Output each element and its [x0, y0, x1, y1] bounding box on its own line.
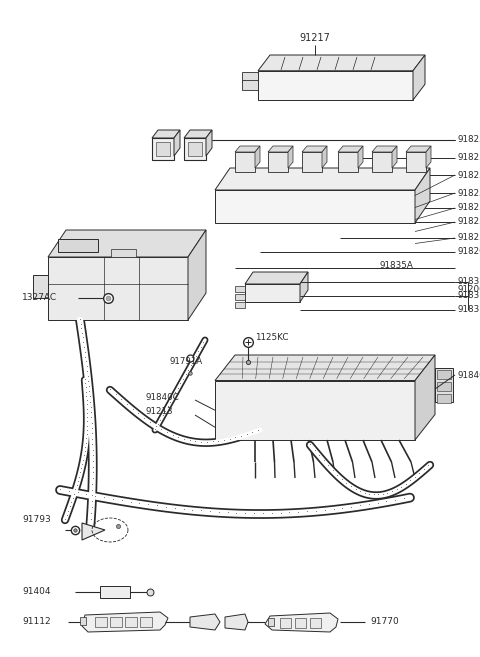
Bar: [437, 394, 451, 403]
Polygon shape: [48, 230, 206, 257]
Text: 91825A: 91825A: [457, 217, 480, 227]
Bar: [80, 617, 86, 625]
Text: 91835A: 91835A: [457, 292, 480, 300]
Text: 91840C: 91840C: [145, 392, 179, 401]
Polygon shape: [372, 146, 397, 152]
Text: 91770: 91770: [370, 618, 399, 627]
Text: 91200: 91200: [457, 284, 480, 294]
Text: 1125KC: 1125KC: [255, 334, 288, 342]
Bar: [437, 371, 451, 379]
Polygon shape: [215, 168, 430, 190]
Polygon shape: [100, 586, 130, 598]
Text: 91793: 91793: [22, 516, 51, 524]
Polygon shape: [268, 146, 293, 152]
Text: 91825A: 91825A: [457, 189, 480, 198]
Bar: [310, 618, 321, 628]
Polygon shape: [245, 284, 300, 302]
Bar: [235, 152, 255, 172]
Bar: [280, 618, 291, 628]
Polygon shape: [358, 146, 363, 168]
Polygon shape: [206, 130, 212, 156]
Bar: [235, 294, 245, 300]
Text: 1327AC: 1327AC: [22, 294, 57, 302]
Polygon shape: [48, 257, 188, 320]
Bar: [302, 152, 322, 172]
Text: 91217: 91217: [300, 33, 330, 43]
Bar: [235, 302, 245, 308]
Polygon shape: [82, 612, 168, 632]
Polygon shape: [426, 146, 431, 168]
Polygon shape: [300, 272, 308, 302]
Text: 91404: 91404: [22, 587, 50, 597]
Polygon shape: [174, 130, 180, 156]
Text: 91112: 91112: [22, 618, 50, 627]
Bar: [152, 138, 174, 160]
Text: 91825A: 91825A: [457, 154, 480, 162]
Bar: [406, 152, 426, 172]
Bar: [125, 617, 137, 627]
Text: 91791A: 91791A: [170, 357, 203, 367]
Polygon shape: [265, 613, 338, 632]
Polygon shape: [152, 130, 180, 138]
Bar: [188, 142, 202, 156]
Polygon shape: [215, 355, 435, 380]
Bar: [268, 618, 274, 626]
Text: 91825A: 91825A: [457, 171, 480, 179]
Bar: [184, 138, 206, 160]
Polygon shape: [258, 71, 413, 100]
Text: 91213: 91213: [145, 407, 173, 417]
Polygon shape: [184, 130, 212, 138]
Polygon shape: [302, 146, 327, 152]
Bar: [156, 142, 170, 156]
Polygon shape: [288, 146, 293, 168]
Bar: [140, 617, 152, 627]
Polygon shape: [415, 355, 435, 440]
Polygon shape: [215, 380, 415, 440]
Text: 91835A: 91835A: [380, 260, 414, 269]
Text: 91825A: 91825A: [457, 135, 480, 145]
Polygon shape: [255, 146, 260, 168]
Polygon shape: [435, 368, 453, 401]
Polygon shape: [82, 523, 105, 540]
Bar: [338, 152, 358, 172]
Polygon shape: [235, 146, 260, 152]
Bar: [242, 72, 258, 82]
Bar: [111, 249, 136, 257]
Polygon shape: [58, 239, 98, 252]
Polygon shape: [245, 272, 308, 284]
Polygon shape: [322, 146, 327, 168]
Polygon shape: [33, 275, 48, 298]
Polygon shape: [190, 614, 220, 630]
Text: 91835A: 91835A: [457, 277, 480, 286]
Bar: [437, 382, 451, 392]
Text: 91825A: 91825A: [457, 233, 480, 242]
Bar: [268, 152, 288, 172]
Polygon shape: [225, 614, 248, 630]
Bar: [295, 618, 306, 628]
Polygon shape: [392, 146, 397, 168]
Bar: [235, 286, 245, 292]
Polygon shape: [413, 55, 425, 100]
Bar: [372, 152, 392, 172]
Bar: [242, 79, 258, 90]
Text: 91840C: 91840C: [457, 371, 480, 380]
Text: 91820C: 91820C: [457, 248, 480, 256]
Polygon shape: [258, 55, 425, 71]
Text: 91835A: 91835A: [457, 306, 480, 315]
Polygon shape: [415, 168, 430, 223]
Bar: [110, 617, 122, 627]
Polygon shape: [215, 190, 415, 223]
Polygon shape: [406, 146, 431, 152]
Bar: [95, 617, 107, 627]
Polygon shape: [338, 146, 363, 152]
Text: 91825A: 91825A: [457, 204, 480, 212]
Polygon shape: [188, 230, 206, 320]
